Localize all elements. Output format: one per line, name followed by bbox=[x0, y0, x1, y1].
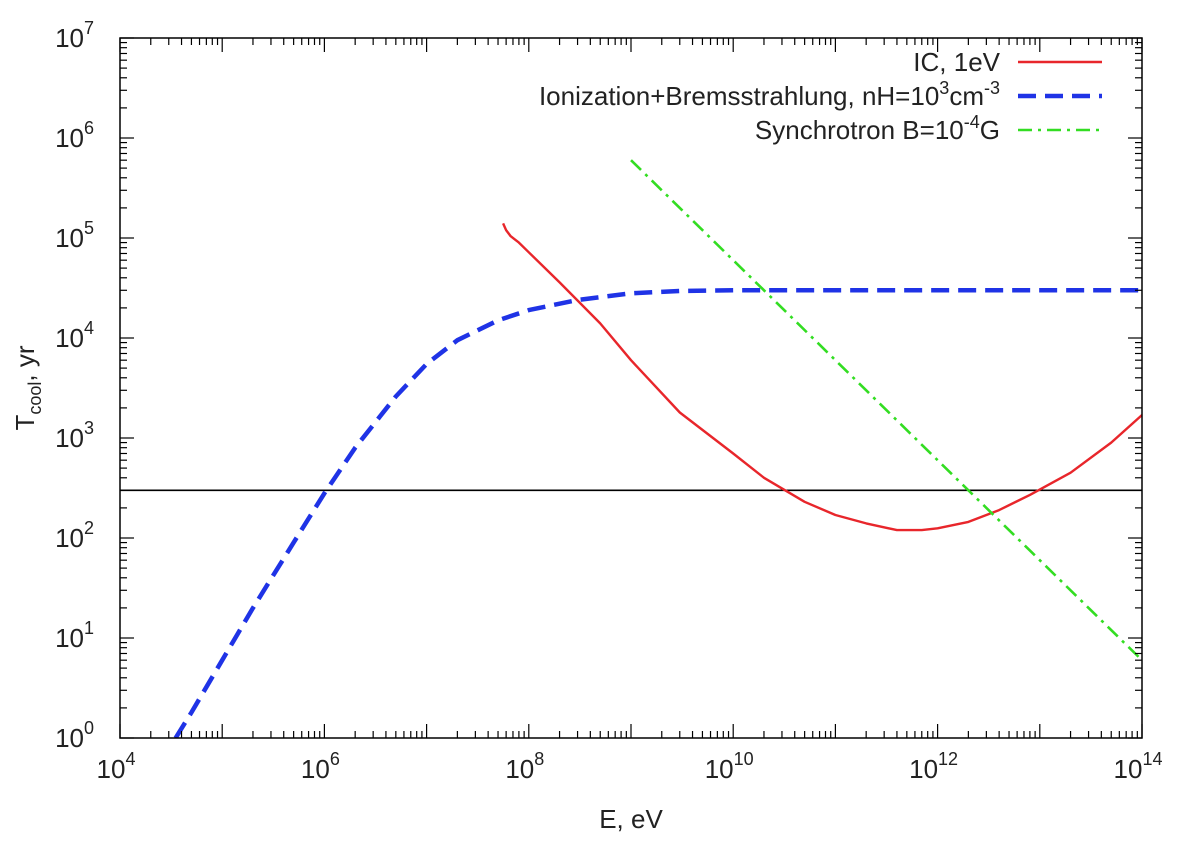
x-tick-label: 1014 bbox=[1114, 749, 1163, 784]
y-tick-label: 100 bbox=[55, 718, 94, 753]
x-tick-label: 1012 bbox=[909, 749, 958, 784]
y-tick-label: 105 bbox=[55, 218, 94, 253]
y-tick-label: 106 bbox=[55, 118, 94, 153]
x-tick-label: 1010 bbox=[705, 749, 754, 784]
series-line-ic bbox=[502, 222, 1142, 532]
x-tick-label: 108 bbox=[505, 749, 544, 784]
y-tick-label: 101 bbox=[55, 618, 94, 653]
legend-label-ic: IC, 1eV bbox=[913, 47, 1000, 77]
y-tick-label: 107 bbox=[55, 18, 94, 53]
plot-lines bbox=[120, 159, 1142, 738]
axis-labels: E, eV Tcool, yr bbox=[10, 345, 663, 834]
axis-ticks bbox=[119, 37, 1143, 739]
x-tick-label: 104 bbox=[97, 749, 136, 784]
series-line-syn bbox=[630, 159, 1142, 662]
legend-label-ion: Ionization+Bremsstrahlung, nH=103cm-3 bbox=[539, 78, 1000, 111]
y-axis-label: Tcool, yr bbox=[10, 345, 45, 430]
legend-label-syn: Synchrotron B=10-4G bbox=[755, 112, 1000, 145]
x-tick-label: 106 bbox=[301, 749, 340, 784]
y-tick-label: 103 bbox=[55, 418, 94, 453]
x-axis-label: E, eV bbox=[599, 804, 663, 834]
y-tick-label: 104 bbox=[55, 318, 94, 353]
y-tick-label: 102 bbox=[55, 518, 94, 553]
tick-labels: 104 106 108 1010 1012 1014 100 101 102 103 104 105 1… bbox=[55, 18, 1162, 784]
series-line-ion bbox=[173, 288, 1142, 738]
